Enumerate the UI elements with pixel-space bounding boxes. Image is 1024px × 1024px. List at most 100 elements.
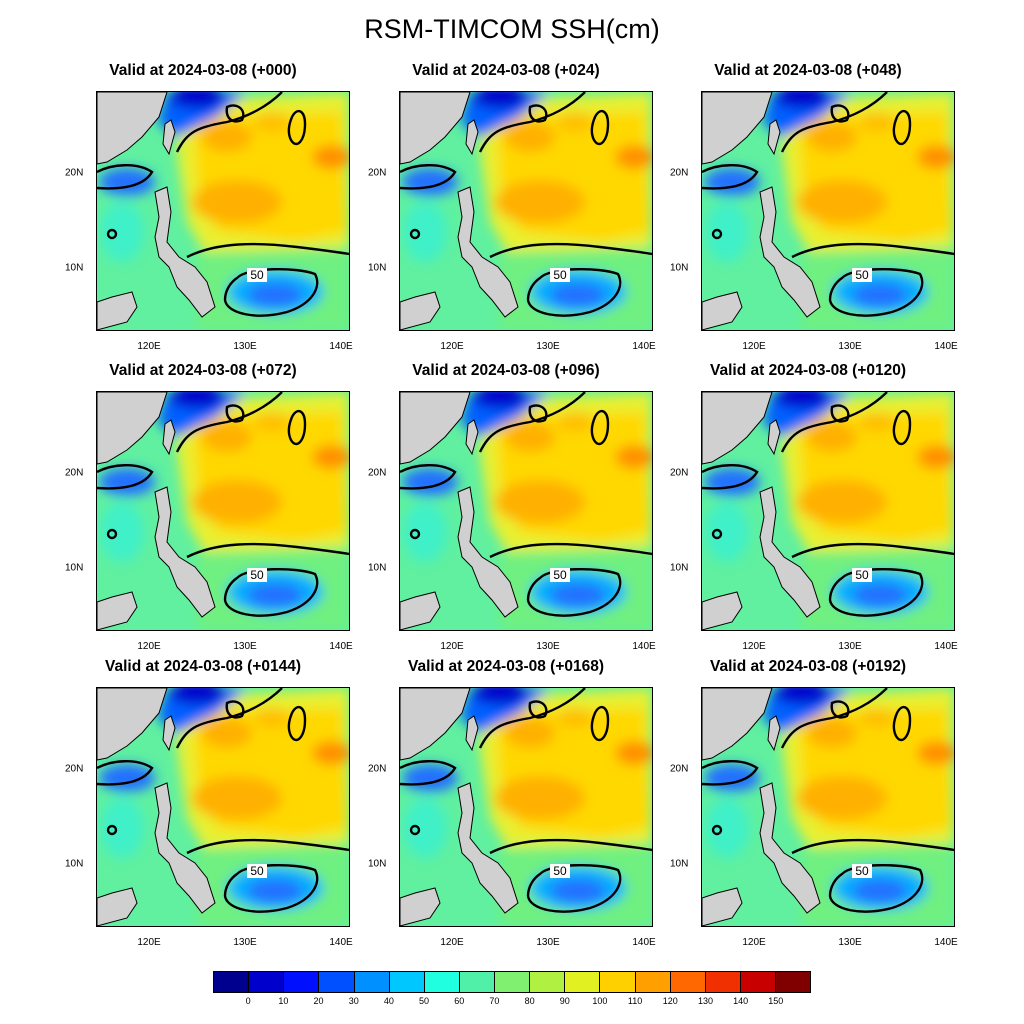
contour-line-north	[780, 688, 888, 749]
ssh-field	[704, 392, 954, 630]
contour-label-text: 50	[855, 568, 869, 582]
ssh-zone-10-north	[472, 688, 528, 705]
ssh-zone-60-west	[705, 202, 749, 262]
x-tick-label: 120E	[440, 937, 464, 948]
y-tick-label: 20N	[368, 167, 387, 179]
ssh-zone-110-south	[495, 776, 585, 820]
ssh-zone-30-scs-north	[704, 168, 760, 196]
map-panel-2: Valid at 2024-03-08 (+024)	[356, 62, 656, 362]
philippines-land	[154, 486, 216, 618]
contour-line-island	[287, 409, 307, 446]
ssh-field	[402, 92, 652, 330]
contour-label-text: 50	[250, 268, 264, 282]
contour-label: 50	[550, 268, 570, 282]
colorbar-cell	[424, 972, 460, 992]
map-frame: 50	[96, 391, 350, 631]
taiwan-land	[465, 715, 479, 752]
ssh-zone-120-east	[615, 445, 652, 469]
contour-line-small-north	[830, 404, 850, 423]
colorbar-tick-label: 30	[348, 996, 359, 1006]
ssh-zone-110-south	[797, 776, 887, 820]
colorbar-tick-label: 150	[768, 996, 784, 1006]
colorbar-cell	[670, 972, 706, 992]
contour-line-small-west	[409, 528, 421, 540]
ssh-zone-110-ne	[557, 112, 593, 132]
ssh-zone-110-ne	[859, 412, 895, 432]
china-coast-land	[400, 688, 471, 761]
ssh-map: 50	[702, 92, 954, 330]
contour-label-box	[247, 568, 267, 582]
contour-label-box	[550, 268, 570, 282]
ssh-zone-110-south	[797, 480, 887, 524]
colorbar-tick-label: 60	[454, 996, 465, 1006]
ssh-zone-110-north	[807, 422, 857, 452]
contour-line-small-north	[225, 104, 245, 123]
china-coast-land	[97, 688, 168, 761]
philippines-land	[457, 486, 519, 618]
china-coast-land	[702, 392, 773, 465]
contour-label-text: 50	[553, 568, 567, 582]
ssh-zone-60-west	[403, 202, 447, 262]
contour-line-eddy	[223, 268, 319, 317]
ssh-map: 50	[400, 392, 652, 630]
contour-label-text: 50	[553, 268, 567, 282]
ssh-map: 50	[97, 392, 349, 630]
colorbar-tick-label: 80	[524, 996, 535, 1006]
contour-line-eddy	[828, 864, 924, 913]
taiwan-land	[767, 419, 781, 456]
map-frame: 50	[399, 91, 653, 331]
contour-line-north	[478, 92, 586, 153]
x-tick-label: 120E	[137, 341, 161, 352]
colorbar-tick-label: 110	[627, 996, 643, 1006]
contour-line-eddy	[526, 268, 622, 317]
ssh-zone-30-scs-north	[402, 764, 458, 792]
taiwan-land	[162, 715, 176, 752]
philippines-land	[154, 186, 216, 318]
ssh-zone-110-ne	[254, 708, 290, 728]
colorbar-cell	[565, 972, 601, 992]
ssh-map: 50	[702, 392, 954, 630]
x-tick-label: 130E	[536, 937, 560, 948]
taiwan-land	[162, 119, 176, 156]
y-tick-label: 10N	[368, 262, 387, 274]
ssh-zone-30-eddy	[247, 583, 303, 607]
x-tick-label: 130E	[838, 641, 862, 652]
borneo-land	[97, 591, 138, 630]
colorbar-tick-label: 70	[489, 996, 500, 1006]
x-tick-label: 120E	[440, 341, 464, 352]
ssh-zone-110-ne	[254, 412, 290, 432]
ssh-zone-110-north	[505, 718, 555, 748]
contour-line-small-north	[830, 104, 850, 123]
colorbar-cell	[530, 972, 566, 992]
contour-line-island	[892, 705, 912, 742]
ssh-zone-10-north	[169, 392, 225, 409]
contour-line-mid	[791, 542, 954, 559]
panel-title: Valid at 2024-03-08 (+048)	[714, 62, 902, 79]
colorbar-tick-label: 10	[278, 996, 289, 1006]
ssh-zone-10-north	[774, 92, 830, 109]
ssh-zone-110-ne	[859, 708, 895, 728]
china-coast-land	[400, 92, 471, 165]
ssh-zone-30-eddy	[247, 879, 303, 903]
x-tick-label: 130E	[536, 641, 560, 652]
contour-line-island	[590, 705, 610, 742]
y-tick-label: 10N	[368, 858, 387, 870]
contour-line-island	[287, 705, 307, 742]
china-coast-land	[97, 92, 168, 165]
map-frame: 50	[96, 91, 350, 331]
ssh-zone-60-west	[705, 798, 749, 858]
china-coast-land	[97, 392, 168, 465]
map-panel-4: Valid at 2024-03-08 (+072)	[53, 362, 353, 662]
x-tick-label: 140E	[632, 937, 656, 948]
ssh-zone-60-west	[100, 798, 144, 858]
colorbar-cell	[319, 972, 355, 992]
panel-title: Valid at 2024-03-08 (+024)	[412, 62, 600, 79]
contour-line-small-west	[409, 824, 421, 836]
china-coast-land	[702, 92, 773, 165]
contour-line-small-west	[106, 824, 118, 836]
panel-title: Valid at 2024-03-08 (+000)	[109, 62, 297, 79]
colorbar-tick-label: 140	[733, 996, 749, 1006]
contour-line-mid	[186, 542, 349, 559]
colorbar-cell	[214, 972, 250, 992]
colorbar-cell	[740, 972, 776, 992]
